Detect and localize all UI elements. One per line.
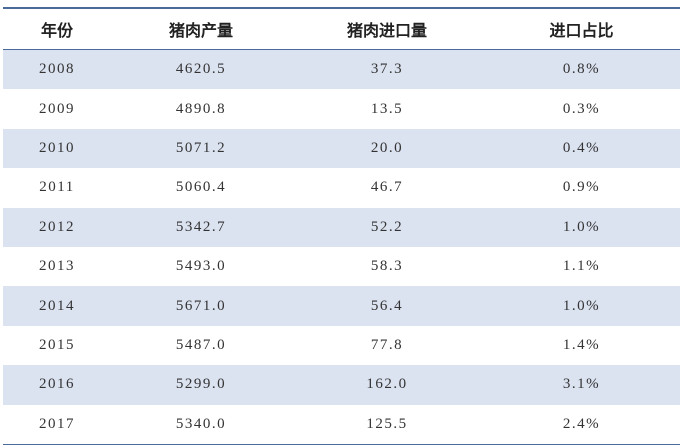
table-cell: 3.1%	[483, 365, 680, 405]
table-cell: 2012	[3, 207, 111, 247]
table-cell: 2017	[3, 404, 111, 445]
table-body: 2008 4620.5 37.3 0.8% 2009 4890.8 13.5 0.3% 2010…	[3, 49, 680, 445]
table-cell: 5071.2	[111, 128, 291, 169]
table-cell: 58.3	[370, 258, 404, 275]
header-row: 年份 猪肉产量 猪肉进口量 进口占比	[3, 7, 680, 50]
table-cell: 0.8%	[483, 49, 680, 90]
table-cell: 1.1%	[562, 258, 601, 275]
table-row: 2014 5671.0 56.4 1.0%	[3, 286, 680, 326]
table-row: 2008 4620.5 37.3 0.8%	[3, 49, 680, 90]
table-cell: 2013	[39, 258, 75, 275]
table-row: 2009 4890.8 13.5 0.3%	[3, 89, 680, 128]
data-table: 年份 猪肉产量 猪肉进口量 进口占比 2008 4620.5 37.3 0.8% 2009 48…	[3, 7, 680, 445]
table-cell: 1.0%	[483, 207, 680, 247]
table-cell: 13.5	[370, 100, 404, 117]
table-cell: 5299.0	[111, 365, 291, 405]
table-row: 2015 5487.0 77.8 1.4%	[3, 326, 680, 365]
table-cell: 37.3	[291, 49, 483, 90]
table-cell: 125.5	[291, 404, 483, 445]
table-cell: 5342.7	[111, 207, 291, 247]
table-cell: 4890.8	[175, 100, 227, 117]
table-cell: 2015	[39, 336, 75, 353]
table-cell: 2.4%	[483, 404, 680, 445]
table-cell: 1.4%	[562, 336, 601, 353]
table-row: 2013 5493.0 58.3 1.1%	[3, 247, 680, 286]
table-cell: 162.0	[291, 365, 483, 405]
column-header: 进口占比	[483, 7, 680, 50]
table-cell: 2010	[3, 128, 111, 169]
table-row: 2016 5299.0 162.0 3.1%	[3, 365, 680, 405]
table-cell: 2016	[3, 365, 111, 405]
table-cell: 5493.0	[175, 258, 227, 275]
table-cell: 56.4	[291, 286, 483, 326]
table-cell: 46.7	[370, 179, 404, 196]
table-row: 2011 5060.4 46.7 0.9%	[3, 168, 680, 207]
column-header: 猪肉产量	[111, 7, 291, 50]
column-header: 猪肉进口量	[291, 7, 483, 50]
table-cell: 0.9%	[562, 179, 601, 196]
table-cell: 0.3%	[562, 100, 601, 117]
table-cell: 77.8	[370, 336, 404, 353]
table-cell: 2008	[3, 49, 111, 90]
table-cell: 4620.5	[111, 49, 291, 90]
table-cell: 5671.0	[111, 286, 291, 326]
table-row: 2017 5340.0 125.5 2.4%	[3, 404, 680, 445]
column-header: 年份	[3, 7, 111, 50]
table-row: 2010 5071.2 20.0 0.4%	[3, 128, 680, 169]
table-cell: 2014	[3, 286, 111, 326]
table-cell: 5487.0	[175, 336, 227, 353]
table-cell: 20.0	[291, 128, 483, 169]
table-cell: 2011	[39, 179, 75, 196]
table-cell: 5060.4	[175, 179, 227, 196]
table-cell: 5340.0	[111, 404, 291, 445]
table-cell: 52.2	[291, 207, 483, 247]
table-cell: 1.0%	[483, 286, 680, 326]
table-cell: 2009	[39, 100, 75, 117]
table-row: 2012 5342.7 52.2 1.0%	[3, 207, 680, 247]
table-cell: 0.4%	[483, 128, 680, 169]
